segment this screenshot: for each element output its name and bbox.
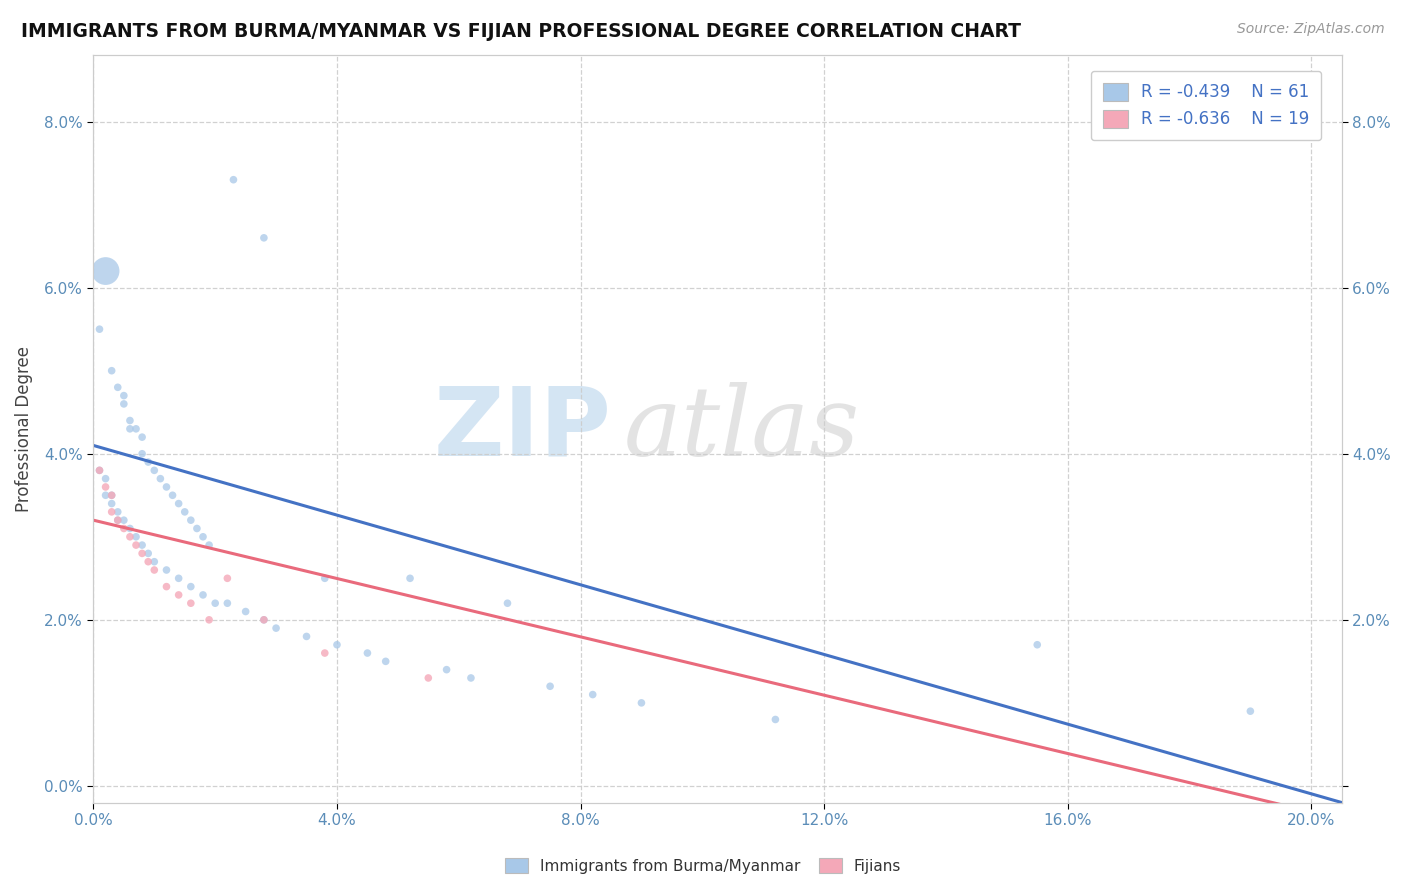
Point <box>100 364 122 378</box>
Point <box>180 513 202 527</box>
Point <box>314 571 336 585</box>
Point <box>107 380 129 394</box>
Point <box>198 613 221 627</box>
Point <box>418 671 440 685</box>
Point <box>326 638 349 652</box>
Point <box>155 480 177 494</box>
Point <box>180 580 202 594</box>
Point <box>149 472 172 486</box>
Text: ZIP: ZIP <box>433 383 612 475</box>
Point <box>235 605 257 619</box>
Point <box>118 413 141 427</box>
Point <box>253 231 276 245</box>
Point <box>295 629 318 643</box>
Point <box>136 555 159 569</box>
Point <box>630 696 652 710</box>
Point <box>131 430 153 444</box>
Point <box>314 646 336 660</box>
Point <box>100 488 122 502</box>
Point <box>107 505 129 519</box>
Point <box>100 497 122 511</box>
Point <box>173 505 195 519</box>
Point <box>125 530 148 544</box>
Point <box>136 546 159 560</box>
Point <box>94 480 117 494</box>
Point <box>253 613 276 627</box>
Point <box>1026 638 1049 652</box>
Point <box>582 688 605 702</box>
Point <box>222 172 245 186</box>
Point <box>100 505 122 519</box>
Point <box>125 538 148 552</box>
Point <box>112 397 135 411</box>
Point <box>186 521 208 535</box>
Point <box>217 571 239 585</box>
Point <box>264 621 287 635</box>
Point <box>112 513 135 527</box>
Point <box>191 588 214 602</box>
Point <box>89 463 111 477</box>
Point <box>155 563 177 577</box>
Text: atlas: atlas <box>624 382 860 475</box>
Point <box>100 488 122 502</box>
Point <box>94 472 117 486</box>
Text: Source: ZipAtlas.com: Source: ZipAtlas.com <box>1237 22 1385 37</box>
Point <box>89 322 111 336</box>
Point <box>131 546 153 560</box>
Point <box>107 513 129 527</box>
Point <box>356 646 378 660</box>
Point <box>167 497 190 511</box>
Point <box>125 422 148 436</box>
Point <box>131 447 153 461</box>
Y-axis label: Professional Degree: Professional Degree <box>15 346 32 512</box>
Point <box>191 530 214 544</box>
Point <box>112 389 135 403</box>
Point <box>143 463 166 477</box>
Point <box>436 663 458 677</box>
Legend: R = -0.439    N = 61, R = -0.636    N = 19: R = -0.439 N = 61, R = -0.636 N = 19 <box>1091 71 1320 140</box>
Point <box>143 555 166 569</box>
Point <box>204 596 226 610</box>
Point <box>131 538 153 552</box>
Point <box>143 563 166 577</box>
Point <box>538 679 561 693</box>
Point <box>112 521 135 535</box>
Point <box>94 488 117 502</box>
Point <box>118 521 141 535</box>
Point <box>217 596 239 610</box>
Point <box>180 596 202 610</box>
Point <box>162 488 184 502</box>
Point <box>155 580 177 594</box>
Point <box>136 455 159 469</box>
Point <box>167 588 190 602</box>
Point <box>1239 704 1261 718</box>
Point <box>374 654 396 668</box>
Point <box>460 671 482 685</box>
Point <box>399 571 422 585</box>
Point <box>94 264 117 278</box>
Point <box>118 530 141 544</box>
Point <box>107 513 129 527</box>
Point <box>253 613 276 627</box>
Point <box>118 422 141 436</box>
Text: IMMIGRANTS FROM BURMA/MYANMAR VS FIJIAN PROFESSIONAL DEGREE CORRELATION CHART: IMMIGRANTS FROM BURMA/MYANMAR VS FIJIAN … <box>21 22 1021 41</box>
Legend: Immigrants from Burma/Myanmar, Fijians: Immigrants from Burma/Myanmar, Fijians <box>499 852 907 880</box>
Point <box>496 596 519 610</box>
Point <box>89 463 111 477</box>
Point <box>167 571 190 585</box>
Point <box>198 538 221 552</box>
Point <box>763 713 786 727</box>
